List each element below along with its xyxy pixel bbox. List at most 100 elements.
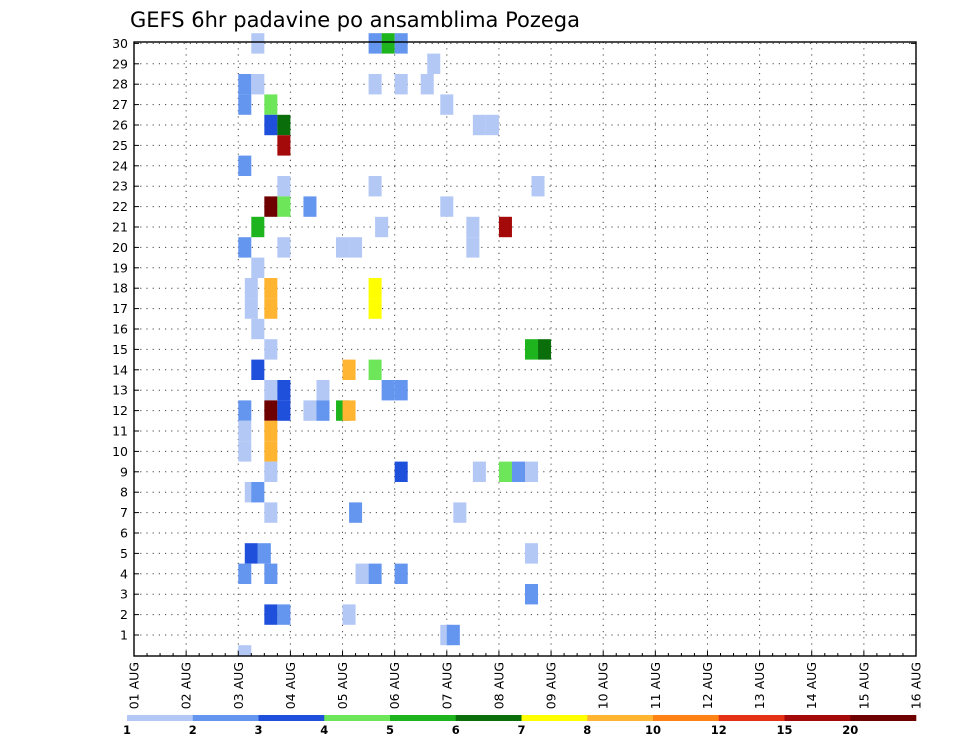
x-tick-label: 08 AUG [491, 662, 506, 709]
x-axis-ticks: 01 AUG 02 AUG 03 AUG 04 AUG 05 AUG 06 AUG 07 A… [127, 651, 924, 709]
x-tick-label: 11 AUG [648, 662, 663, 709]
precip-cell [238, 441, 252, 462]
precip-cells [238, 33, 552, 656]
legend-label: 10 [645, 723, 661, 737]
precip-cell [264, 298, 278, 319]
color-legend: 1 2 3 4 5 6 7 8 10 12 15 20 [123, 715, 917, 737]
precip-cell [251, 257, 265, 278]
precip-cell [316, 400, 330, 421]
legend-label: 1 [123, 723, 131, 737]
precip-cell [525, 339, 539, 360]
legend-label: 20 [842, 723, 858, 737]
precip-cell [251, 216, 265, 238]
y-tick-label: 13 [112, 383, 128, 398]
precip-cell [238, 237, 252, 258]
x-tick-label: 01 AUG [127, 662, 142, 709]
y-tick-label: 28 [112, 77, 128, 92]
precip-cell [446, 624, 460, 646]
precip-cell [264, 278, 278, 299]
precip-cell [277, 400, 291, 421]
precip-cell [342, 604, 356, 625]
y-tick-label: 6 [120, 526, 128, 541]
precip-cell [466, 237, 480, 258]
precip-cell [498, 216, 512, 238]
x-tick-label: 14 AUG [804, 662, 819, 709]
precip-cell [368, 33, 382, 54]
precip-cell [485, 114, 499, 136]
x-tick-label: 02 AUG [179, 662, 194, 709]
legend-swatch [521, 715, 588, 721]
precip-cell [498, 461, 512, 482]
precip-cell [238, 94, 252, 115]
legend-swatch [258, 715, 325, 721]
y-tick-label: 18 [112, 281, 128, 296]
precip-cell [251, 482, 265, 503]
precip-cell [264, 196, 278, 217]
y-tick-label: 20 [112, 240, 128, 255]
y-tick-label: 10 [112, 444, 128, 459]
legend-label: 12 [711, 723, 727, 737]
legend-swatch [784, 715, 851, 721]
precip-cell [368, 176, 382, 197]
precip-cell [264, 339, 278, 360]
precip-cell [531, 176, 545, 197]
precip-cell [368, 278, 382, 299]
precip-cell [251, 74, 265, 95]
precip-cell [264, 563, 278, 584]
precip-cell [368, 359, 382, 380]
y-tick-label: 30 [112, 36, 128, 51]
precip-cell [440, 196, 454, 217]
legend-swatch [455, 715, 522, 721]
precip-cell [368, 74, 382, 95]
precip-cell [342, 359, 356, 380]
precip-cell [316, 380, 330, 401]
y-tick-label: 4 [120, 566, 128, 581]
precip-cell [355, 563, 369, 584]
y-tick-label: 14 [112, 362, 128, 377]
precip-cell [394, 461, 408, 482]
legend-label: 7 [517, 723, 525, 737]
precip-cell [244, 543, 258, 564]
precip-cell [251, 359, 265, 380]
precip-cell [381, 33, 395, 54]
x-tick-label: 06 AUG [387, 662, 402, 709]
precip-cell [538, 339, 552, 360]
y-tick-label: 15 [112, 342, 128, 357]
precip-cell [264, 114, 278, 136]
legend-label: 15 [776, 723, 792, 737]
y-tick-label: 21 [112, 220, 128, 235]
y-tick-label: 7 [120, 505, 128, 520]
y-tick-label: 11 [112, 424, 128, 439]
precip-cell [427, 53, 441, 74]
legend-swatch [850, 715, 917, 721]
legend-label: 8 [583, 723, 591, 737]
precip-cell [264, 461, 278, 482]
precip-cell [375, 216, 389, 238]
precip-cell [264, 94, 278, 115]
precip-cell [368, 298, 382, 319]
precip-cell [277, 380, 291, 401]
precip-cell [381, 380, 395, 401]
y-tick-label: 17 [112, 301, 128, 316]
y-tick-label: 24 [112, 158, 128, 173]
y-tick-label: 27 [112, 97, 128, 112]
legend-label: 5 [386, 723, 394, 737]
legend-label: 4 [320, 723, 328, 737]
x-tick-label: 05 AUG [335, 662, 350, 709]
precip-cell [525, 461, 539, 482]
precip-cell [349, 502, 363, 523]
x-tick-label: 03 AUG [231, 662, 246, 709]
y-tick-label: 16 [112, 322, 128, 337]
legend-swatch [390, 715, 457, 721]
precip-cell [264, 420, 278, 442]
y-tick-label: 8 [120, 485, 128, 500]
x-tick-label: 07 AUG [439, 662, 454, 709]
precip-cell [525, 584, 539, 605]
precip-cell [440, 94, 454, 115]
precip-cell [277, 114, 291, 136]
precip-cell [394, 563, 408, 584]
precip-cell [277, 604, 291, 625]
precip-cell [257, 543, 271, 564]
legend-swatch [324, 715, 391, 721]
precip-cell [277, 135, 291, 156]
